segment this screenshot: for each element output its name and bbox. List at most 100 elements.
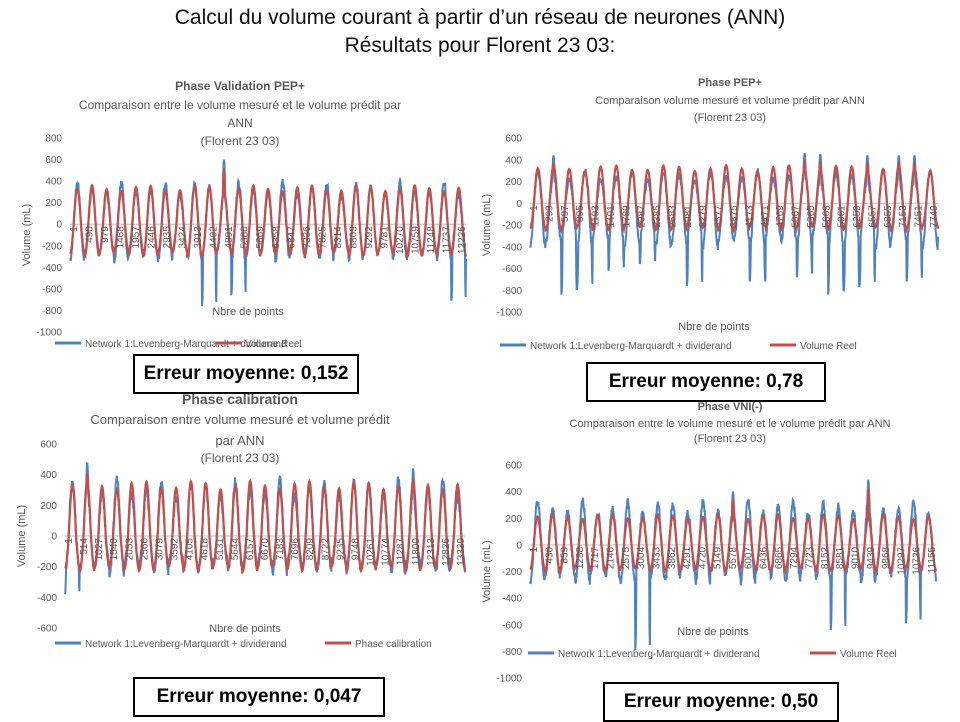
chart-subtitle-line: Comparaison entre le volume mesuré et le… bbox=[570, 418, 891, 430]
series-line-network bbox=[64, 462, 466, 595]
x-tick-label: 6436 bbox=[759, 546, 770, 569]
x-tick-label: 2087 bbox=[637, 205, 648, 228]
series-line-reel bbox=[529, 160, 940, 235]
x-tick-label: 5380 bbox=[240, 226, 251, 249]
x-tick-label: 1288 bbox=[575, 546, 586, 569]
x-tick-label: 5131 bbox=[215, 538, 226, 561]
x-tick-label: 6259 bbox=[852, 205, 863, 228]
error-box-validation: Erreur moyenne: 0,152 bbox=[133, 354, 359, 394]
x-tick-label: 5961 bbox=[837, 205, 848, 228]
x-tick-label: 1468 bbox=[116, 226, 127, 249]
chart-subtitle-line: ANN bbox=[227, 116, 252, 130]
x-axis-label: Nbre de points bbox=[209, 623, 281, 635]
x-tick-label: 299 bbox=[544, 205, 555, 222]
x-tick-label: 11248 bbox=[426, 226, 437, 254]
legend-label: Phase calibration bbox=[355, 639, 432, 650]
y-tick-label: -800 bbox=[42, 306, 62, 317]
x-tick-label: 4618 bbox=[200, 538, 211, 561]
x-tick-label: 9868 bbox=[881, 546, 892, 569]
y-tick-label: 400 bbox=[45, 177, 62, 188]
y-tick-label: 400 bbox=[505, 487, 522, 498]
legend-label: Volume Reel bbox=[245, 339, 302, 350]
x-tick-label: 6855 bbox=[883, 205, 894, 228]
x-tick-label: 10270 bbox=[395, 226, 406, 254]
x-tick-label: 10297 bbox=[896, 546, 907, 574]
chart-calibration: Phase calibration Comparaison entre volum… bbox=[16, 391, 467, 650]
x-tick-label: 2385 bbox=[652, 205, 663, 228]
x-tick-label: 10759 bbox=[410, 226, 421, 254]
legend-label: Network 1:Levenberg-Marquardt + dividera… bbox=[558, 649, 760, 660]
y-tick-label: 600 bbox=[45, 155, 62, 166]
y-axis-label: Volume (mL) bbox=[481, 540, 493, 602]
x-tick-label: 6557 bbox=[867, 205, 878, 228]
x-tick-label: 6847 bbox=[286, 226, 297, 249]
y-tick-label: -400 bbox=[42, 263, 62, 274]
x-tick-label: 2935 bbox=[162, 226, 173, 249]
x-tick-label: 597 bbox=[560, 205, 571, 222]
x-tick-label: 6007 bbox=[743, 546, 754, 569]
x-tick-label: 10261 bbox=[366, 538, 377, 566]
y-tick-label: 200 bbox=[505, 177, 522, 188]
x-tick-label: 979 bbox=[100, 226, 111, 243]
error-box-calibration: Erreur moyenne: 0,047 bbox=[133, 677, 385, 717]
x-tick-label: 2566 bbox=[139, 538, 150, 561]
y-tick-label: 200 bbox=[40, 501, 57, 512]
x-tick-label: 11155 bbox=[927, 546, 938, 573]
x-tick-label: 12313 bbox=[426, 538, 437, 566]
y-tick-label: -1000 bbox=[496, 308, 522, 319]
x-tick-label: 2446 bbox=[147, 226, 158, 249]
y-tick-label: -800 bbox=[502, 286, 522, 297]
x-tick-label: 2146 bbox=[606, 546, 617, 569]
legend-label: Volume Reel bbox=[800, 341, 857, 352]
x-tick-label: 12826 bbox=[441, 538, 452, 566]
x-tick-label: 10726 bbox=[912, 546, 923, 574]
x-tick-label: 9781 bbox=[379, 226, 390, 249]
slide-title-line2: Résultats pour Florent 23 03: bbox=[344, 34, 616, 57]
x-tick-label: 7451 bbox=[914, 205, 925, 228]
x-tick-label: 13339 bbox=[456, 538, 467, 566]
x-tick-label: 4720 bbox=[697, 546, 708, 569]
x-tick-label: 5067 bbox=[791, 205, 802, 228]
y-tick-label: 800 bbox=[45, 134, 62, 145]
x-tick-label: 4471 bbox=[760, 205, 771, 228]
x-tick-label: 1027 bbox=[94, 538, 105, 561]
x-axis-label: Nbre de points bbox=[677, 626, 749, 638]
x-tick-label: 430 bbox=[544, 546, 555, 563]
y-tick-label: 0 bbox=[56, 220, 62, 231]
x-tick-label: 6865 bbox=[774, 546, 785, 569]
x-tick-label: 3577 bbox=[714, 205, 725, 228]
x-tick-label: 7723 bbox=[805, 546, 816, 569]
error-box-vni: Erreur moyenne: 0,50 bbox=[603, 682, 839, 722]
y-tick-label: 600 bbox=[505, 461, 522, 472]
x-tick-label: 1 bbox=[69, 226, 80, 232]
y-tick-label: -600 bbox=[502, 264, 522, 275]
chart-subtitle-line: Comparaison entre le volume mesuré et le… bbox=[79, 98, 401, 112]
x-tick-label: 12226 bbox=[457, 226, 468, 254]
x-tick-label: 1 bbox=[529, 205, 540, 211]
x-tick-label: 3424 bbox=[178, 226, 189, 249]
chart-validation-pep: Phase Validation PEP+ Comparaison entre l… bbox=[21, 79, 468, 350]
y-axis-label: Volume (mL) bbox=[16, 505, 28, 567]
x-tick-label: 7294 bbox=[789, 546, 800, 569]
chart-subtitle-line: par ANN bbox=[215, 433, 264, 448]
y-axis-label: Volume (mL) bbox=[481, 194, 493, 256]
y-tick-label: -1000 bbox=[36, 328, 62, 339]
x-tick-label: 514 bbox=[79, 538, 90, 555]
x-tick-label: 4291 bbox=[682, 546, 693, 569]
y-tick-label: -200 bbox=[502, 567, 522, 578]
x-tick-label: 11287 bbox=[396, 538, 407, 566]
y-tick-label: -600 bbox=[502, 620, 522, 631]
x-tick-label: 4173 bbox=[744, 205, 755, 228]
y-tick-label: -400 bbox=[37, 593, 57, 604]
y-tick-label: -200 bbox=[37, 562, 57, 573]
chart-subtitle-line: Comparaison volume mesuré et volume préd… bbox=[595, 95, 865, 107]
y-tick-label: 200 bbox=[45, 198, 62, 209]
chart-subtitle-line: Comparaison entre volume mesuré et volum… bbox=[90, 412, 390, 427]
y-tick-label: -200 bbox=[502, 221, 522, 232]
legend-label: Volume Reel bbox=[840, 649, 897, 660]
x-tick-label: 1957 bbox=[131, 226, 142, 249]
y-tick-label: 600 bbox=[40, 440, 57, 451]
slide-title-line1: Calcul du volume courant à partir d’un r… bbox=[174, 6, 786, 29]
x-tick-label: 2683 bbox=[667, 205, 678, 228]
x-tick-label: 4105 bbox=[185, 538, 196, 561]
